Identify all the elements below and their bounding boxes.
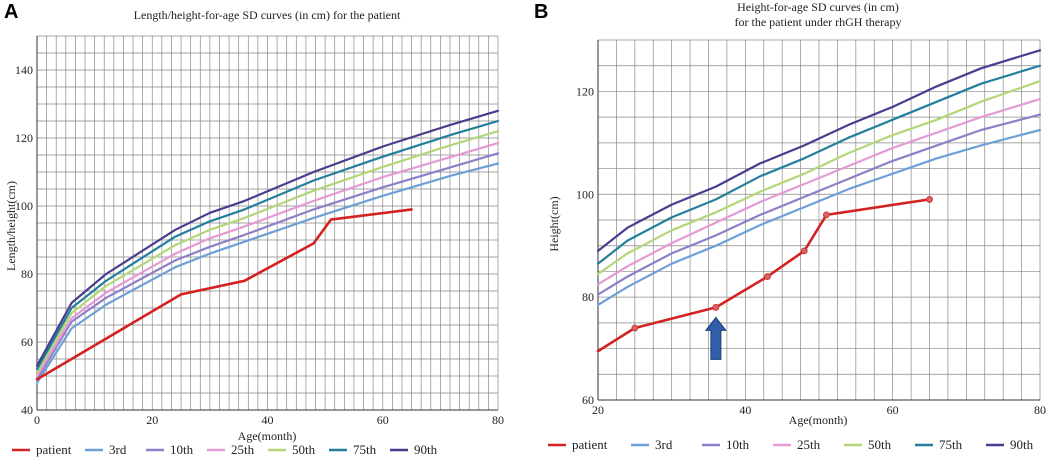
panel-a-ticks: 0 20 40 60 80 40 60 80 100 120 140 xyxy=(15,63,504,427)
panel-b-legend: patient 3rd 10th 25th 50th 75th 90th xyxy=(548,437,1034,452)
y-tick-label: 80 xyxy=(582,290,594,304)
series-line-patient xyxy=(35,208,413,381)
patient-point xyxy=(926,196,933,203)
panel-a-grid xyxy=(36,35,499,411)
legend-label-90th: 90th xyxy=(1010,437,1034,452)
legend-label-10th: 10th xyxy=(170,442,194,457)
patient-point xyxy=(822,211,830,219)
series-line-10th xyxy=(35,152,500,381)
x-tick-label: 0 xyxy=(34,413,40,427)
x-tick-label: 80 xyxy=(1034,403,1046,417)
series-line-90th xyxy=(35,109,500,367)
panel-b-grid xyxy=(597,39,1041,401)
panel-a-series xyxy=(35,109,500,384)
panel-b-ticks: 20 40 60 80 60 80 100 120 xyxy=(576,84,1046,417)
legend-label-75th: 75th xyxy=(939,437,963,452)
series-line-25th xyxy=(35,142,500,378)
panel-b-letter: B xyxy=(534,1,548,23)
up-arrow-icon xyxy=(704,316,727,360)
panel-a-ylabel: Length/height(cm) xyxy=(4,181,18,271)
panel-a-letter: A xyxy=(4,1,18,23)
legend-label-50th: 50th xyxy=(292,442,316,457)
legend-label-90th: 90th xyxy=(414,442,438,457)
x-tick-label: 60 xyxy=(377,413,389,427)
legend-label-25th: 25th xyxy=(231,442,255,457)
series-line-75th xyxy=(596,64,1042,265)
y-tick-label: 120 xyxy=(15,131,33,145)
series-line-10th xyxy=(596,113,1042,296)
y-tick-label: 140 xyxy=(15,63,33,77)
legend-label-50th: 50th xyxy=(868,437,892,452)
y-tick-label: 100 xyxy=(576,187,594,201)
x-tick-label: 20 xyxy=(146,413,158,427)
panel-a-title: Length/height-for-age SD curves (in cm) … xyxy=(134,8,401,22)
series-line-3rd xyxy=(596,128,1042,306)
panel-a-legend: patient 3rd 10th 25th 50th 75th 90th xyxy=(12,442,438,457)
x-tick-label: 40 xyxy=(739,403,751,417)
legend-label-3rd: 3rd xyxy=(655,437,673,452)
panel-b-series xyxy=(596,49,1042,353)
panel-b-xlabel: Age(month) xyxy=(789,413,848,427)
series-line-50th xyxy=(35,130,500,374)
series-line-3rd xyxy=(35,162,500,384)
patient-point xyxy=(764,273,771,280)
series-line-75th xyxy=(35,119,500,371)
legend-label-patient: patient xyxy=(36,442,72,457)
x-tick-label: 60 xyxy=(887,403,899,417)
y-tick-label: 60 xyxy=(582,393,594,407)
panel-b-title: Height-for-age SD curves (in cm) xyxy=(737,0,899,14)
legend-label-75th: 75th xyxy=(353,442,377,457)
x-tick-label: 40 xyxy=(262,413,274,427)
patient-point xyxy=(800,247,808,255)
series-line-25th xyxy=(596,97,1042,286)
series-line-50th xyxy=(596,79,1042,276)
patient-point xyxy=(631,324,639,332)
y-tick-label: 120 xyxy=(576,84,594,98)
x-tick-label: 80 xyxy=(492,413,504,427)
series-line-90th xyxy=(596,49,1042,252)
y-tick-label: 60 xyxy=(21,335,33,349)
panel-b-chart: B Height-for-age SD curves (in cm) for t… xyxy=(534,0,1046,427)
panel-b-subtitle: for the patient under rhGH therapy xyxy=(735,15,902,29)
panel-b-ylabel: Height(cm) xyxy=(547,196,561,251)
y-tick-label: 40 xyxy=(21,403,33,417)
legend-label-3rd: 3rd xyxy=(109,442,127,457)
therapy-start-arrow xyxy=(704,316,727,360)
y-tick-label: 80 xyxy=(21,267,33,281)
y-tick-label: 100 xyxy=(15,199,33,213)
panel-a-xlabel: Age(month) xyxy=(238,429,297,443)
patient-point xyxy=(712,304,720,311)
panel-a-chart: A Length/height-for-age SD curves (in cm… xyxy=(4,1,504,443)
legend-label-10th: 10th xyxy=(726,437,750,452)
legend-label-25th: 25th xyxy=(797,437,821,452)
legend-label-patient: patient xyxy=(572,437,608,452)
x-tick-label: 20 xyxy=(592,403,604,417)
